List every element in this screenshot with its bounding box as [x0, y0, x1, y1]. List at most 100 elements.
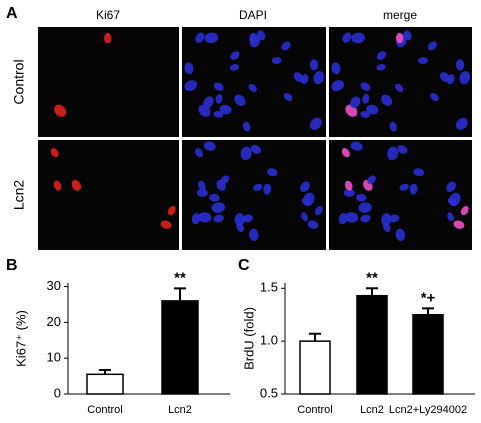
nucleus [250, 144, 261, 154]
nucleus [331, 80, 345, 92]
nucleus [281, 41, 291, 51]
nucleus [376, 51, 387, 60]
micrograph [38, 140, 179, 250]
nucleus [293, 72, 304, 83]
nucleus [229, 64, 240, 71]
nucleus [427, 41, 437, 51]
nucleus [418, 57, 428, 64]
nucleus [184, 62, 194, 75]
row-label: Lcn2 [11, 180, 27, 211]
nucleus [446, 181, 456, 192]
nucleus [331, 62, 341, 75]
nucleus [399, 183, 409, 191]
nucleus [355, 193, 367, 202]
nucleus [209, 193, 220, 202]
nucleus [345, 212, 359, 223]
nucleus [453, 220, 465, 229]
y-tick-label: 0.5 [260, 385, 278, 400]
nucleus [195, 32, 205, 43]
nucleus [213, 82, 224, 91]
nucleus [203, 96, 214, 109]
nucleus [219, 104, 232, 115]
nucleus [213, 110, 224, 118]
panel-label: B [6, 257, 18, 274]
bar [412, 313, 444, 395]
nucleus [307, 220, 319, 229]
nucleus [395, 228, 406, 242]
nucleus [396, 32, 404, 44]
nucleus [367, 175, 376, 185]
x-tick-label: Lcn2 [168, 404, 192, 416]
nucleus [71, 179, 82, 191]
nucleus [439, 72, 450, 83]
row-label: Control [11, 59, 27, 104]
nucleus [283, 92, 293, 102]
nucleus [301, 198, 311, 206]
nucleus [456, 59, 465, 71]
nucleus [213, 214, 224, 223]
nucleus [358, 202, 372, 213]
x-tick-label: Control [87, 404, 122, 416]
nucleus [459, 71, 471, 85]
nucleus [215, 94, 223, 104]
panel-label: C [238, 257, 250, 274]
y-axis-label: Ki67⁺ (%) [13, 310, 28, 367]
nucleus [230, 51, 240, 60]
bar [86, 373, 124, 395]
nucleus [211, 202, 226, 213]
x-tick-label: Control [297, 404, 332, 416]
y-tick-label: 0 [54, 385, 61, 400]
nucleus [198, 180, 206, 191]
nucleus [253, 183, 263, 191]
nucleus [249, 32, 257, 44]
nucleus [194, 148, 203, 158]
nucleus [309, 117, 322, 130]
nucleus [234, 213, 245, 227]
nucleus [342, 32, 352, 43]
nucleus [366, 104, 379, 115]
nucleus [104, 32, 112, 44]
nucleus [236, 222, 245, 233]
significance-label: ** [366, 269, 378, 286]
nucleus [397, 144, 408, 154]
nucleus [54, 104, 67, 117]
nucleus [403, 30, 412, 41]
nucleus [455, 117, 468, 130]
nucleus [362, 94, 370, 104]
nucleus [338, 213, 348, 225]
panel-label: A [6, 5, 18, 22]
nucleus [388, 214, 400, 223]
nucleus [376, 64, 386, 71]
bar [161, 300, 199, 395]
nucleus [350, 141, 363, 151]
nucleus [460, 206, 469, 216]
nucleus [198, 212, 212, 223]
nucleus [409, 183, 418, 195]
nucleus [380, 94, 393, 106]
y-axis-label: BrdU (fold) [241, 307, 256, 370]
nucleus [350, 96, 361, 109]
nucleus [243, 121, 251, 132]
nucleus [309, 59, 319, 71]
nucleus [203, 141, 216, 151]
x-tick-label: Lcn2 [360, 404, 384, 416]
nucleus [204, 32, 219, 44]
nucleus [242, 214, 253, 223]
nucleus [257, 30, 266, 41]
y-tick-label: 20 [47, 314, 61, 329]
x-tick-label: Lcn2+Ly294002 [389, 404, 467, 416]
nucleus [234, 94, 246, 106]
y-tick-label: 10 [47, 350, 61, 365]
nucleus [271, 57, 282, 64]
bar [356, 294, 388, 395]
y-tick-label: 30 [47, 278, 61, 293]
nucleus [191, 213, 201, 225]
y-tick-label: 1.0 [260, 333, 278, 348]
nucleus [167, 206, 176, 216]
nucleus [413, 168, 425, 177]
nucleus [360, 82, 371, 91]
nucleus [343, 188, 355, 197]
column-header: DAPI [239, 8, 267, 22]
nucleus [381, 213, 392, 227]
nucleus [263, 183, 272, 195]
